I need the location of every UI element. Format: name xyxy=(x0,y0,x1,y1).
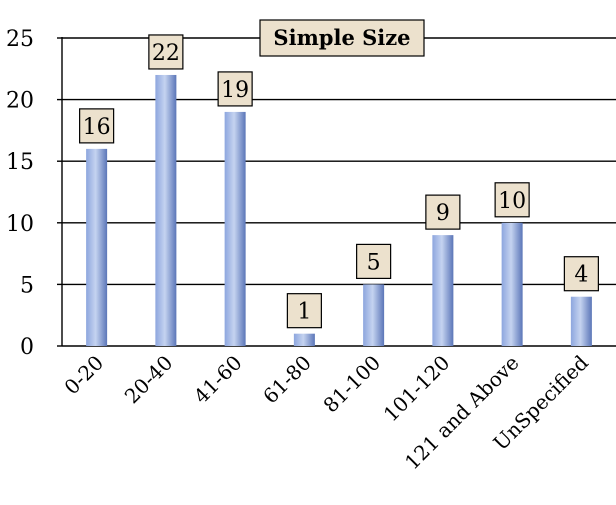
data-labels: 16 22 19 1 5 9 10 4 xyxy=(79,34,599,329)
data-label: 9 xyxy=(436,201,450,226)
x-tick-label: 0-20 xyxy=(59,351,108,400)
data-label: 19 xyxy=(221,78,249,103)
bar xyxy=(86,148,108,346)
data-label: 5 xyxy=(367,250,381,275)
bar xyxy=(155,74,177,347)
gridlines xyxy=(62,37,616,286)
bar xyxy=(363,284,385,346)
data-label: 4 xyxy=(574,263,588,288)
bar xyxy=(570,296,592,346)
data-label-box xyxy=(494,182,530,218)
y-tick-label: 20 xyxy=(6,89,34,114)
data-label-box xyxy=(79,108,115,144)
x-tick-label: 81-100 xyxy=(318,351,385,418)
bar xyxy=(501,222,523,346)
x-tick-label: 61-80 xyxy=(258,351,316,409)
data-label: 10 xyxy=(498,189,526,214)
bar xyxy=(224,111,246,346)
y-tick-label: 5 xyxy=(20,273,34,298)
chart-title-box: Simple Size xyxy=(259,19,425,57)
bar xyxy=(432,235,454,346)
data-label-box xyxy=(425,194,461,230)
y-tick-labels: 0 5 10 15 20 25 xyxy=(6,27,62,360)
chart-title-background xyxy=(259,19,425,57)
bars xyxy=(86,74,592,347)
y-tick-label: 15 xyxy=(6,150,34,175)
y-tick-label: 0 xyxy=(20,335,34,360)
chart-title: Simple Size xyxy=(273,25,410,50)
data-label-box xyxy=(563,256,599,292)
x-tick-label: 41-60 xyxy=(189,351,247,409)
data-label: 1 xyxy=(297,300,311,325)
bar xyxy=(293,333,315,346)
data-label-box xyxy=(356,243,392,279)
data-label-box xyxy=(286,293,322,329)
y-tick-label: 25 xyxy=(6,27,34,52)
data-label: 16 xyxy=(83,115,111,140)
x-tick-label: 20-40 xyxy=(120,351,178,409)
axes xyxy=(61,37,616,347)
data-label: 22 xyxy=(152,41,180,66)
data-label-box xyxy=(148,34,184,70)
data-label-box xyxy=(217,71,253,107)
y-tick-label: 10 xyxy=(6,212,34,237)
